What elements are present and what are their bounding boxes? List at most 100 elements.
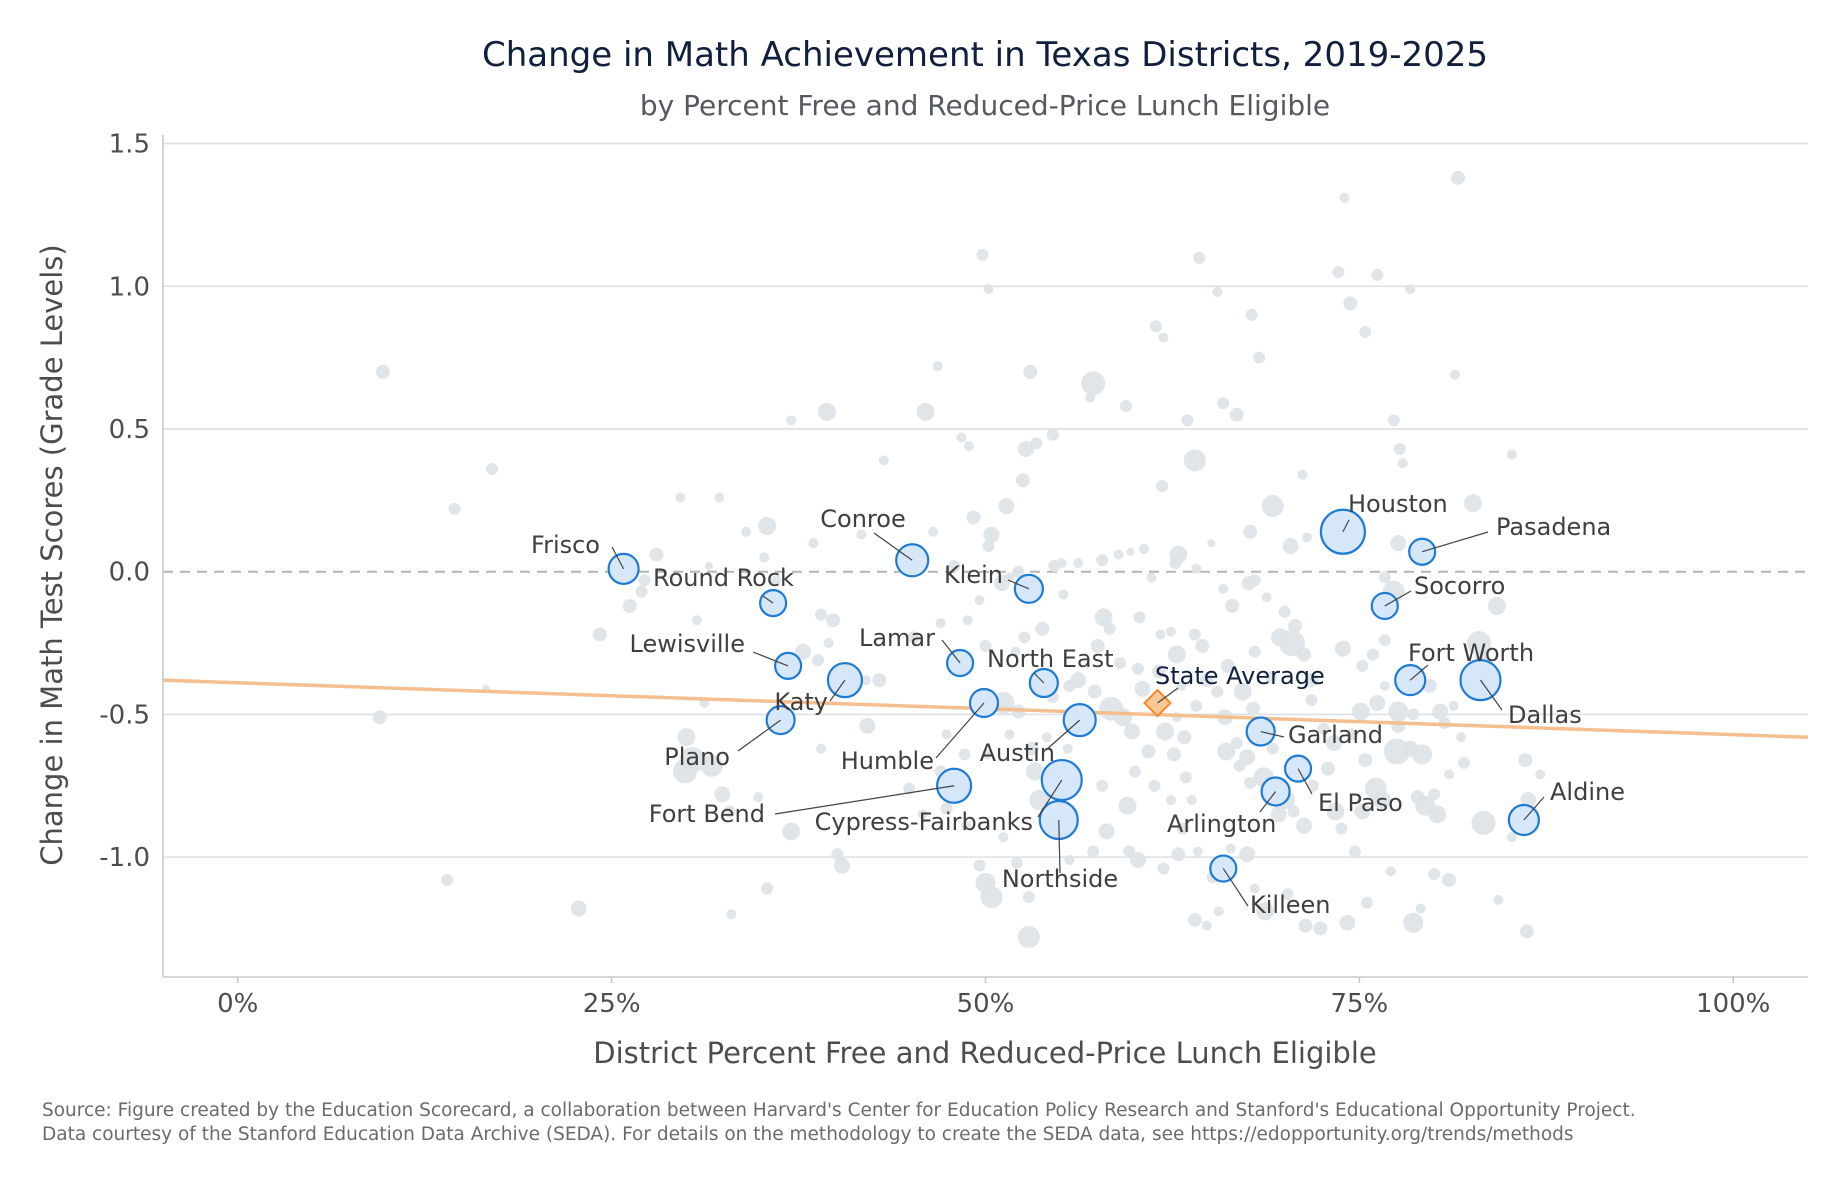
district-point [1179,771,1192,784]
district-point [758,517,777,536]
district-point [940,802,953,815]
district-point [928,526,939,537]
district-point [723,805,736,818]
district-label: Pasadena [1496,513,1611,541]
district-point [691,615,702,626]
district-point [1010,856,1023,869]
district-label: Arlington [1167,810,1276,838]
district-point [1456,732,1467,743]
district-point [638,574,651,587]
district-point [1245,308,1258,321]
district-point [1167,645,1186,664]
district-point [1207,539,1216,548]
district-point [1535,769,1546,780]
leader-line [935,702,985,759]
district-point [872,673,887,688]
district-point [1029,790,1050,811]
leader-line [1259,791,1277,813]
district-point [1087,684,1102,699]
district-point [1190,699,1203,712]
district-label: Humble [841,747,934,775]
district-point [1379,680,1390,691]
x-tick-label: 50% [957,989,1015,1019]
district-point [1230,736,1243,749]
district-point [1450,369,1461,380]
district-point [1201,920,1212,931]
district-point [974,595,985,606]
district-point [714,492,725,503]
district-point [917,809,928,820]
leader-line [1422,531,1489,553]
district-point [1288,618,1303,633]
district-point [1012,565,1025,578]
district-point [1141,744,1156,759]
leader-line [1058,820,1061,874]
district-point [1103,622,1116,635]
district-point [1281,888,1294,901]
y-tick-label: 1.5 [109,130,150,160]
district-point [1282,538,1299,555]
district-point [1298,918,1313,933]
chart-subtitle: by Percent Free and Reduced-Price Lunch … [640,89,1330,122]
district-label: Lamar [859,624,935,652]
y-tick-label: 0.5 [109,415,150,445]
district-point [1114,657,1127,670]
x-axis-title: District Percent Free and Reduced-Price … [593,1036,1377,1070]
district-point [1326,802,1345,821]
district-point [1070,672,1087,689]
district-point [916,402,935,421]
district-point [1519,924,1534,939]
district-point [956,432,967,443]
district-point [1359,325,1372,338]
district-point [1225,843,1236,854]
district-label: Cypress-Fairbanks [815,808,1033,836]
district-label: Austin [980,739,1055,767]
district-point [859,717,876,734]
district-point [570,900,587,917]
district-point [1120,400,1133,413]
district-point [1022,891,1035,904]
leader-line [774,785,955,815]
district-point [1188,628,1201,641]
district-point [1096,554,1109,567]
district-point [1157,862,1170,875]
district-point [1244,776,1257,789]
leader-line [1480,679,1503,711]
district-point [983,284,994,295]
district-label: Northside [1002,865,1118,893]
district-point [980,886,1003,909]
district-point [979,639,992,652]
leader-line [873,532,913,561]
leader-line [829,679,846,702]
district-point [622,598,637,613]
district-point [1199,673,1214,688]
district-point [649,547,664,562]
district-label: Round Rock [653,564,794,592]
district-label: Frisco [531,531,600,559]
district-point [973,859,986,872]
district-point [1360,896,1373,909]
district-point [1325,734,1342,751]
district-point [1004,729,1015,740]
district-point [1287,805,1300,818]
district-point [1444,769,1455,780]
district-point [753,792,764,803]
district-point [1320,761,1335,776]
district-point [1371,268,1384,281]
district-point [1096,779,1109,792]
district-point [1218,583,1229,594]
district-point [1266,742,1279,755]
gridlines [163,142,1808,858]
district-point [1261,592,1272,603]
district-point [1339,192,1350,203]
district-point [448,502,461,515]
district-point [948,559,961,572]
district-point [1129,765,1142,778]
district-point [1506,832,1517,843]
district-point [1158,332,1169,343]
district-point [1356,659,1369,672]
district-point [856,529,867,540]
district-point [825,613,840,628]
district-point [1354,803,1371,820]
leader-line [752,651,789,667]
